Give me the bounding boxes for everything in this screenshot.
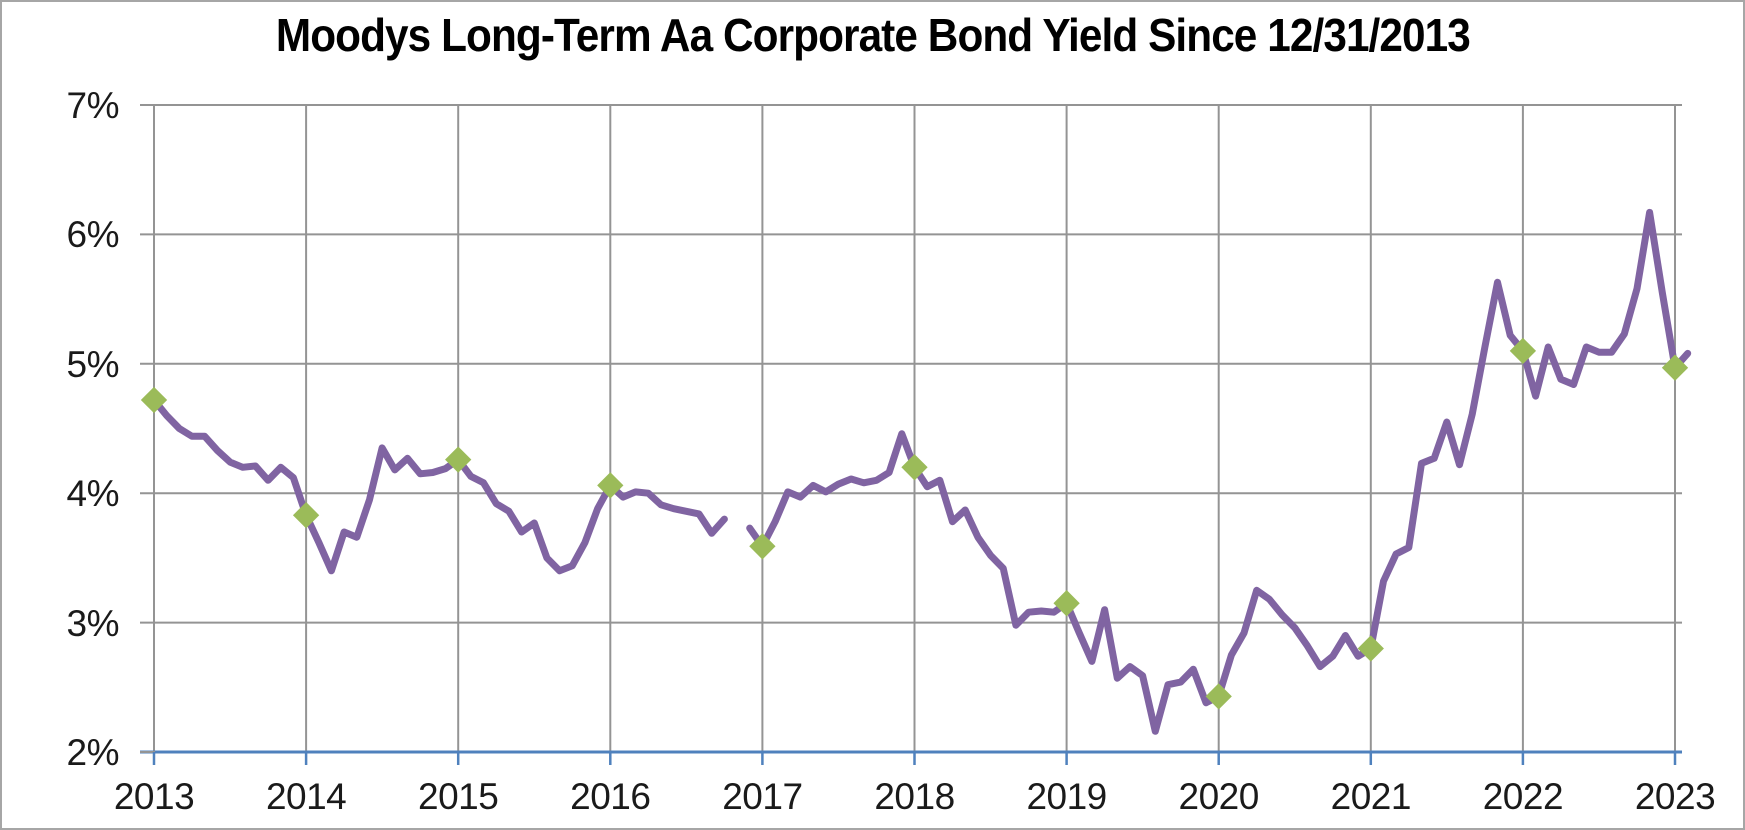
- diamond-marker: [1509, 337, 1537, 365]
- x-axis-tick-label: 2023: [1634, 776, 1716, 817]
- y-axis-tick-label: 2%: [66, 732, 120, 773]
- diamond-marker: [1205, 683, 1232, 710]
- chart-title-text: Moodys Long-Term Aa Corporate Bond Yield…: [275, 9, 1471, 61]
- x-axis-tick-label: 2021: [1330, 776, 1412, 817]
- x-axis-tick-label: 2014: [265, 776, 347, 817]
- x-axis-tick-label: 2022: [1482, 776, 1564, 817]
- y-axis-tick-label: 6%: [66, 214, 120, 256]
- diamond-marker: [1053, 590, 1080, 617]
- y-axis-tick-label: 4%: [66, 473, 120, 515]
- diamond-marker: [1661, 354, 1689, 381]
- chart-title: Moodys Long-Term Aa Corporate Bond Yield…: [2, 8, 1743, 62]
- y-axis-tick-label: 7%: [66, 85, 120, 126]
- x-axis-tick-label: 2013: [113, 776, 195, 817]
- y-axis-tick-label: 3%: [66, 602, 120, 644]
- diamond-marker: [140, 386, 168, 414]
- diamond-marker: [445, 446, 472, 473]
- x-axis-tick-label: 2016: [570, 776, 651, 817]
- x-axis-tick-label: 2019: [1026, 776, 1107, 817]
- x-axis-tick-label: 2020: [1178, 776, 1260, 817]
- x-axis-tick-label: 2015: [418, 776, 499, 817]
- x-axis-tick-label: 2018: [874, 776, 955, 817]
- diamond-marker: [292, 502, 320, 529]
- x-axis-tick-label: 2017: [722, 776, 803, 817]
- diamond-marker: [1357, 635, 1384, 662]
- y-axis-tick-label: 5%: [66, 343, 120, 385]
